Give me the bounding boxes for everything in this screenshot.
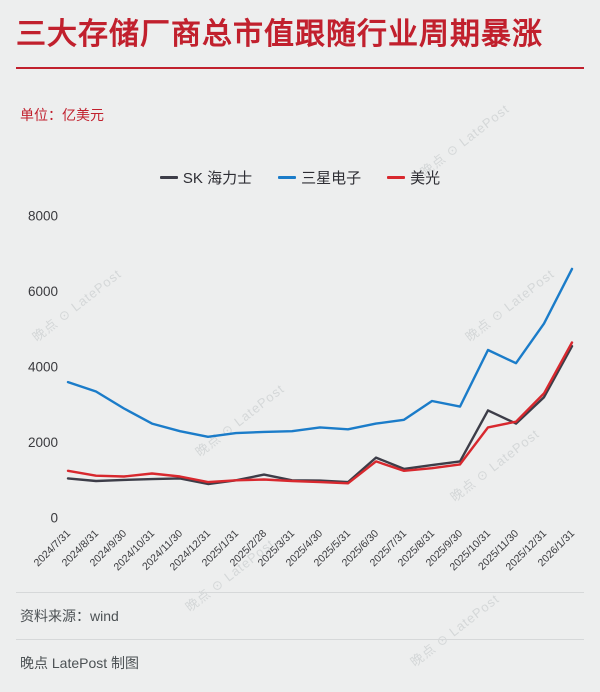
source-divider xyxy=(16,591,584,593)
credit-divider xyxy=(16,638,584,640)
unit-label: 单位：亿美元 xyxy=(20,106,104,123)
y-axis-tick-label: 4000 xyxy=(28,359,58,374)
series-line xyxy=(66,267,574,438)
legend-item: 三星电子 xyxy=(278,167,361,188)
series-line xyxy=(66,344,574,485)
legend-line-swatch xyxy=(278,175,297,179)
legend-label: SK 海力士 xyxy=(182,169,253,187)
credit-text: 晚点 LatePost 制图 xyxy=(20,654,140,671)
title-underline xyxy=(16,66,584,69)
legend-line-swatch xyxy=(159,175,178,179)
legend-label: 美光 xyxy=(410,169,441,187)
legend-line-swatch xyxy=(387,175,406,179)
legend-item: SK 海力士 xyxy=(159,167,253,188)
series-line xyxy=(66,340,574,484)
page-title: 三大存储厂商总市值跟随行业周期暴涨 xyxy=(16,18,543,51)
y-axis-tick-label: 8000 xyxy=(28,208,58,223)
line-chart: 020004000600080002024/7/312024/8/312024/… xyxy=(28,208,577,573)
y-axis-tick-label: 0 xyxy=(50,510,58,525)
y-axis-tick-label: 2000 xyxy=(28,435,58,450)
source-text: 资料来源：wind xyxy=(20,607,119,624)
y-axis-tick-label: 6000 xyxy=(28,284,58,299)
chart-legend: SK 海力士 三星电子 美光 xyxy=(0,167,600,188)
legend-label: 三星电子 xyxy=(301,169,362,187)
legend-item: 美光 xyxy=(387,167,440,188)
